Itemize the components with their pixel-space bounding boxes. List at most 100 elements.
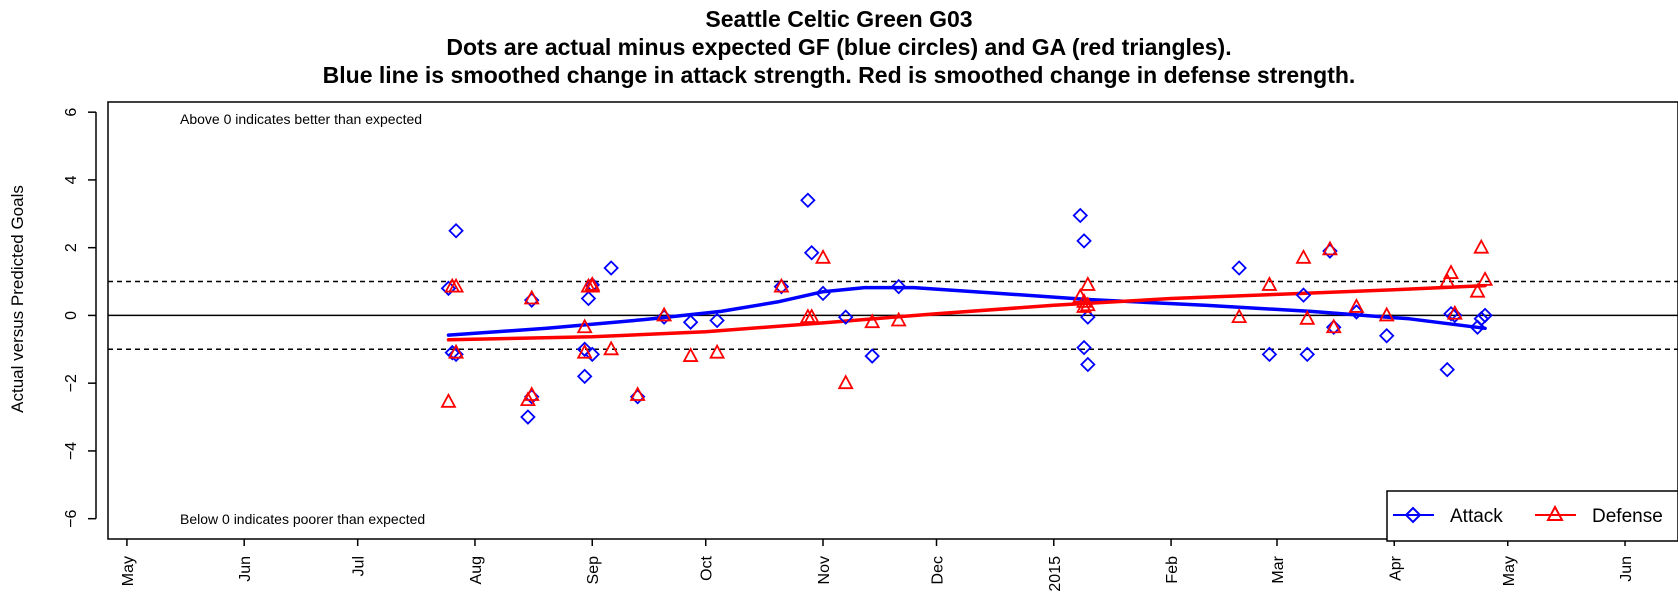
y-tick-label: −4 <box>63 442 80 460</box>
x-tick-label: May <box>1501 556 1518 586</box>
reference-lines <box>108 280 1678 351</box>
defense-point <box>440 392 457 408</box>
attack-point <box>576 341 593 358</box>
legend: Attack Defense <box>1386 490 1678 542</box>
attack-point <box>682 314 699 330</box>
defense-point <box>519 391 536 407</box>
chart-title: Seattle Celtic Green G03 <box>705 6 972 32</box>
defense-point <box>1443 264 1460 279</box>
y-tick-label: −2 <box>63 374 80 392</box>
x-tick-label: Feb <box>1164 556 1181 584</box>
attack-point <box>773 278 790 295</box>
x-tick-label: Apr <box>1387 555 1404 581</box>
x-tick-label: Sep <box>585 556 602 585</box>
defense-point <box>523 289 540 305</box>
defense-point <box>1439 272 1456 288</box>
legend-attack-label: Attack <box>1450 506 1503 527</box>
attack-point <box>603 260 619 276</box>
defense-point <box>1261 276 1278 291</box>
legend-defense-label: Defense <box>1592 506 1663 527</box>
attack-point <box>444 344 461 361</box>
defense-point <box>584 277 601 293</box>
defense-point <box>1231 308 1248 324</box>
defense-point <box>864 313 881 329</box>
attack-point <box>1076 339 1092 356</box>
defense-point <box>448 277 465 293</box>
attack-point <box>1080 309 1096 325</box>
plot-frame <box>107 101 1678 540</box>
y-tick-label: −6 <box>63 509 80 527</box>
legend-defense-marker <box>1546 504 1564 521</box>
attack-point <box>1378 327 1395 344</box>
defense-point <box>1079 296 1096 312</box>
attack-point <box>1299 346 1316 363</box>
y-axis-label: Actual versus Predicted Goals <box>8 185 27 413</box>
y-tick-label: 4 <box>63 175 80 184</box>
chart-subtitle-line-1: Dots are actual minus expected GF (blue … <box>446 34 1231 60</box>
defense-point <box>1378 306 1395 322</box>
defense-point <box>709 343 726 359</box>
attack-point <box>1076 233 1092 249</box>
defense-point <box>1321 240 1338 256</box>
defense-point <box>1348 298 1365 313</box>
annotation-below-zero: Below 0 indicates poorer than expected <box>180 511 425 527</box>
defense-point <box>1299 309 1316 325</box>
x-tick-label: Nov <box>816 556 833 584</box>
attack-point <box>864 348 880 364</box>
chart-subtitle-line-2: Blue line is smoothed change in attack s… <box>323 62 1356 88</box>
attack-point <box>1325 319 1342 336</box>
defense-point <box>523 386 540 401</box>
defense-point <box>576 343 593 359</box>
defense-point <box>603 340 620 356</box>
attack-point <box>1473 311 1490 327</box>
attack-point <box>448 222 464 239</box>
attack-point <box>709 312 725 329</box>
attack-point <box>1231 260 1247 276</box>
defense-point <box>1076 298 1093 313</box>
attack-point <box>800 192 816 209</box>
x-tick-label: Dec <box>930 556 947 584</box>
x-tick-label: Jun <box>237 556 254 582</box>
y-axis: 6 4 2 0 −2 −4 −6 <box>63 108 97 528</box>
attack-point <box>1477 307 1493 324</box>
plot-area: Above 0 indicates better than expected B… <box>107 101 1678 540</box>
defense-point <box>773 277 790 293</box>
legend-box <box>1386 490 1678 542</box>
x-axis: May Jun Jul Aug Sep Oct Nov Dec 2015 Feb Mar Apr May… <box>120 539 1635 592</box>
defense-point <box>1325 318 1342 334</box>
y-tick-label: 2 <box>63 243 80 252</box>
x-tick-label: Aug <box>468 556 485 584</box>
attack-point <box>837 309 854 325</box>
x-tick-label: Jul <box>351 556 368 576</box>
x-tick-label: Oct <box>699 555 716 580</box>
attack-point <box>815 285 831 302</box>
defense-point <box>1473 238 1490 254</box>
attack-point <box>1439 361 1456 378</box>
attack-point <box>803 244 820 261</box>
attack-point <box>1443 305 1459 322</box>
defense-point <box>1446 304 1463 320</box>
defense-point <box>656 306 673 322</box>
defense-point <box>682 347 699 362</box>
defense-smooth-line <box>446 283 1487 342</box>
attack-point <box>520 409 536 425</box>
attack-point <box>580 290 597 307</box>
attack-point <box>1080 356 1096 373</box>
x-tick-label: 2015 <box>1047 556 1064 592</box>
x-tick-label: Mar <box>1270 555 1287 583</box>
defense-point <box>1477 270 1494 286</box>
defense-point <box>1295 248 1312 264</box>
x-tick-label: May <box>120 556 137 586</box>
defense-point <box>448 343 465 359</box>
attack-point <box>1261 346 1278 363</box>
legend-attack-marker <box>1404 506 1422 524</box>
defense-point <box>815 248 832 264</box>
attack-point <box>1072 207 1089 224</box>
attack-point <box>1295 287 1312 303</box>
defense-point <box>576 318 593 334</box>
defense-point <box>629 386 646 401</box>
y-tick-label: 0 <box>63 311 80 320</box>
defense-point <box>1469 282 1486 298</box>
y-tick-label: 6 <box>63 108 80 117</box>
